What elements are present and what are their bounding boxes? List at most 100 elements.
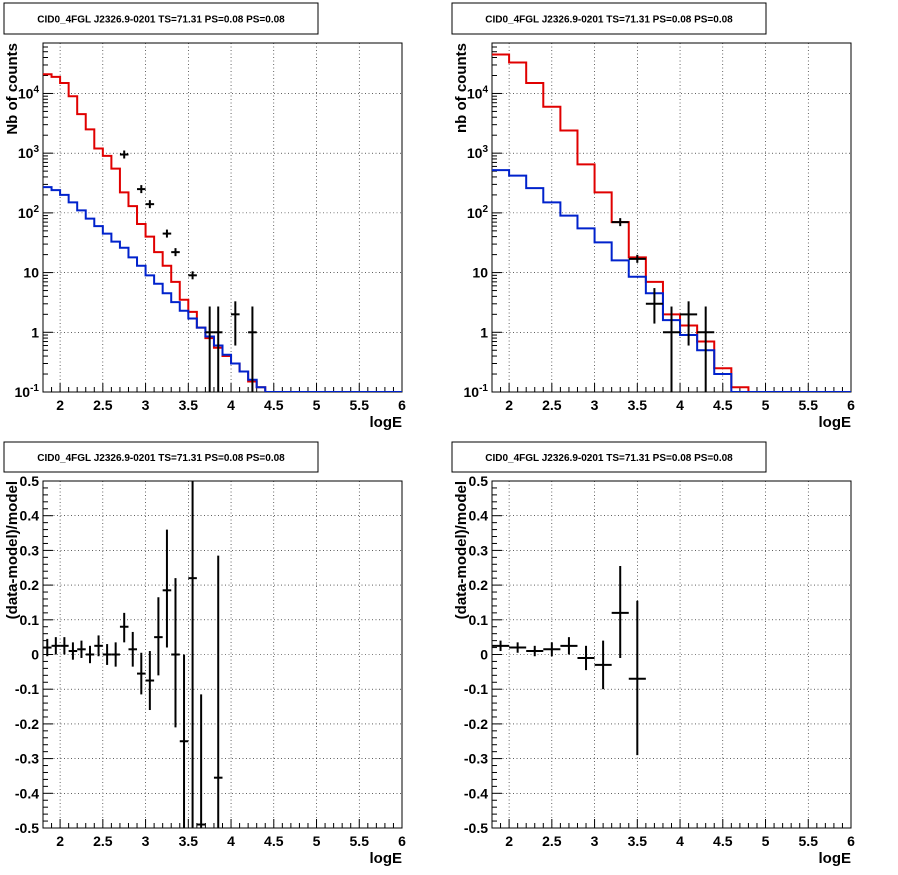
data-point (196, 694, 206, 828)
x-tick-label: 4.5 (713, 397, 733, 413)
y-tick-label: 104 (18, 84, 40, 101)
data-point (77, 640, 86, 658)
y-tick-label: 1 (480, 324, 488, 340)
chart-panel-4: 2 2.5 3 3.5 4 4.5 5 5.5 6 -0.5 -0.4 -0.3 -0.2 -0.1 0 0.… (451, 441, 855, 867)
data-point (145, 200, 155, 209)
x-tick-label: 2.5 (542, 833, 562, 849)
x-tick-label: 4 (227, 397, 235, 413)
title-box (3, 2, 319, 35)
y-tick-label: -0.4 (464, 785, 488, 801)
x-tick-label: 2.5 (542, 397, 562, 413)
x-tick-label: 6 (398, 833, 406, 849)
data-point (645, 288, 663, 324)
x-tick-label: 3.5 (179, 397, 199, 413)
data-point (594, 640, 612, 690)
data-point (577, 645, 595, 671)
y-tick-label: 102 (18, 204, 40, 221)
y-tick-label: 0.1 (20, 612, 40, 628)
data-point (154, 597, 163, 676)
y-tick-label: 0.2 (469, 577, 489, 593)
chart-title: CID0_4FGL J2326.9-0201 TS=71.31 PS=0.08 … (485, 15, 733, 26)
data-point (188, 271, 197, 280)
x-tick-label: 3.5 (628, 833, 648, 849)
x-tick-label: 2 (56, 397, 64, 413)
y-tick-label: 0.5 (20, 473, 40, 489)
x-tick-label: 3 (591, 833, 599, 849)
data-point (611, 218, 629, 227)
data-point (171, 578, 180, 728)
axis-ticks (42, 42, 403, 393)
chart-panel-3: 2 2.5 3 3.5 4 4.5 5 5.5 6 -0.5 -0.4 -0.3 -0.2 -0.1 0 0.… (3, 441, 406, 867)
data-point (179, 654, 189, 828)
title-box (451, 441, 767, 473)
data-point (171, 248, 180, 257)
data-point (543, 642, 561, 657)
x-tick-label: 6 (847, 397, 855, 413)
y-tick-label: 0.3 (469, 542, 489, 558)
data-point (628, 600, 646, 756)
data-point (509, 642, 527, 653)
data-point (43, 638, 52, 657)
y-tick-label: -0.2 (15, 716, 39, 732)
data-point (51, 637, 61, 655)
y-axis-title: (data-model)/model (4, 481, 21, 619)
data-point (102, 644, 112, 665)
data-point (560, 637, 578, 655)
data-point (231, 301, 240, 346)
y-tick-label: 0.3 (20, 542, 40, 558)
x-axis-title: logE (370, 414, 403, 431)
x-axis-title: logE (819, 414, 852, 431)
y-axis-title: (data-model)/model (453, 481, 470, 619)
data-point (697, 306, 715, 392)
data-point (248, 306, 257, 392)
x-tick-label: 4 (676, 833, 684, 849)
data-point (128, 631, 138, 667)
x-tick-label: 6 (398, 397, 406, 413)
x-tick-label: 2.5 (93, 397, 113, 413)
y-tick-label: 10 (23, 265, 39, 281)
histogram-blue (492, 169, 851, 392)
data-point (162, 529, 172, 648)
chart-title: CID0_4FGL J2326.9-0201 TS=71.31 PS=0.08 … (37, 453, 285, 464)
data-point (60, 637, 69, 655)
x-tick-label: 4 (227, 833, 235, 849)
x-tick-label: 3 (591, 397, 599, 413)
title-box (3, 441, 319, 473)
chart-panel-1: 2 2.5 3 3.5 4 4.5 5 5.5 6 10-1 1 10 102 103 104 logE Nb … (3, 2, 406, 431)
y-tick-label: -0.1 (464, 681, 488, 697)
x-tick-label: 4.5 (264, 833, 284, 849)
chart-panel-2: 2 2.5 3 3.5 4 4.5 5 5.5 6 10-1 1 10 102 103 104 logE nb … (451, 2, 855, 431)
data-point (145, 651, 155, 711)
series-group (492, 566, 646, 756)
x-tick-label: 4 (676, 397, 684, 413)
x-tick-label: 5.5 (350, 397, 370, 413)
data-point (85, 645, 95, 664)
x-tick-label: 4.5 (264, 397, 284, 413)
y-tick-label: 10 (472, 265, 488, 281)
chart-title: CID0_4FGL J2326.9-0201 TS=71.31 PS=0.08 … (37, 15, 285, 26)
x-tick-label: 5 (762, 397, 770, 413)
x-tick-label: 4.5 (713, 833, 733, 849)
y-tick-label: 104 (467, 84, 489, 101)
y-tick-label: -0.3 (15, 751, 39, 767)
x-tick-label: 2 (505, 397, 513, 413)
x-axis-title: logE (819, 850, 852, 867)
y-tick-label: -0.1 (15, 681, 39, 697)
y-tick-label: -0.4 (15, 785, 39, 801)
data-point (526, 645, 544, 657)
y-axis-title: Nb of counts (4, 43, 21, 135)
grid-lines (492, 43, 852, 393)
data-point (611, 566, 629, 658)
y-tick-label: 102 (467, 204, 489, 221)
title-box (451, 2, 767, 35)
data-point (137, 185, 146, 194)
x-tick-label: 2 (56, 833, 64, 849)
x-tick-label: 6 (847, 833, 855, 849)
x-tick-label: 5 (313, 397, 321, 413)
data-point (213, 555, 223, 828)
y-tick-label: 0.4 (20, 508, 40, 524)
y-tick-label: 103 (467, 144, 489, 161)
data-point (111, 642, 120, 667)
plot-frame (42, 42, 403, 393)
y-tick-label: 0.4 (469, 508, 489, 524)
